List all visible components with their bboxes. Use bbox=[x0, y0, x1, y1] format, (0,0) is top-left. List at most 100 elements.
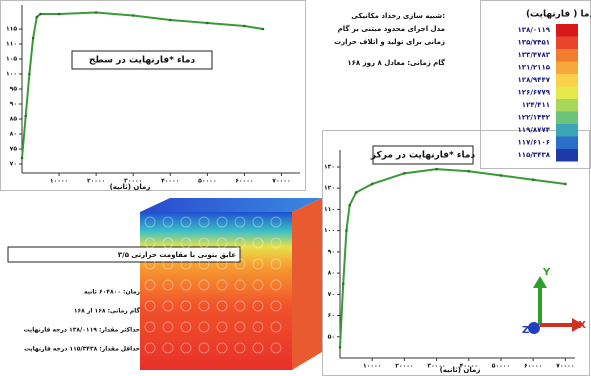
legend-label: ۱۲۴/۴۱۱ bbox=[522, 101, 550, 109]
data-point bbox=[435, 168, 438, 171]
y-tick-label: ۵۰ bbox=[328, 333, 335, 340]
annotation: عایق بتونی با مقاومت حرارتی ۳/۵ bbox=[118, 251, 236, 259]
y-tick-label: ۸۰ bbox=[328, 270, 335, 277]
y-tick-label: ۱۰۰ bbox=[6, 71, 17, 78]
y-tick-label: ۱۳۰ bbox=[324, 163, 335, 170]
chart-title: دماء *فارنهایت در مرکز bbox=[370, 151, 476, 161]
y-tick-label: ۱۰۰ bbox=[324, 227, 335, 234]
data-point bbox=[243, 25, 246, 28]
data-point bbox=[28, 73, 31, 76]
y-tick-label: ۸۰ bbox=[10, 131, 17, 138]
data-point bbox=[36, 16, 39, 19]
data-point bbox=[95, 11, 98, 14]
y-tick-label: ۹۰ bbox=[10, 101, 17, 108]
axis-y-label: Y bbox=[542, 267, 551, 278]
legend-label: ۱۳۵/۷۴۵۱ bbox=[518, 39, 550, 47]
x-axis-label: زمان (ثانیه) bbox=[110, 183, 151, 191]
x-axis-label: زمان (ثانیه) bbox=[440, 366, 481, 374]
legend-label: ۱۲۲/۱۴۴۲ bbox=[518, 114, 551, 122]
data-point bbox=[348, 204, 351, 207]
y-tick-label: ۱۰۵ bbox=[6, 56, 17, 63]
data-point bbox=[58, 13, 61, 16]
legend-swatch bbox=[556, 37, 578, 50]
data-point bbox=[345, 229, 348, 232]
x-tick-label: ۲۰۰۰۰ bbox=[395, 363, 413, 370]
legend-swatch bbox=[556, 99, 578, 112]
y-tick-label: ۸۵ bbox=[10, 116, 18, 123]
data-point bbox=[564, 183, 567, 186]
x-tick-label: ۲۰۰۰۰ bbox=[87, 178, 105, 185]
data-point bbox=[339, 346, 342, 349]
legend-swatch bbox=[556, 124, 578, 137]
data-point bbox=[21, 157, 24, 160]
x-tick-label: ۷۰۰۰۰ bbox=[272, 178, 290, 185]
x-tick-label: ۱۰۰۰۰ bbox=[50, 178, 68, 185]
y-tick-label: ۷۰ bbox=[328, 291, 335, 298]
legend-label: ۱۱۵/۳۴۳۸ bbox=[518, 151, 551, 159]
y-tick-label: ۹۰ bbox=[328, 248, 335, 255]
legend-swatch bbox=[556, 74, 578, 87]
block-info: حداکثر مقدار: ۱۳۸/۰۱۱۹ درجه فارنهایت bbox=[24, 327, 140, 334]
data-point bbox=[262, 28, 265, 31]
x-tick-label: ۱۰۰۰۰ bbox=[363, 363, 381, 370]
y-tick-label: ۶۰ bbox=[328, 312, 335, 319]
block-info: حداقل مقدار: ۱۱۵/۳۴۳۸ درجه فارنهایت bbox=[24, 346, 140, 353]
legend-label: ۱۱۷/۶۱۰۶ bbox=[518, 139, 550, 147]
data-line bbox=[340, 169, 565, 347]
info-line: مدل اجرای محدود مبتنی بر گام bbox=[338, 24, 445, 33]
screenshot: عایق بتونی با مقاومت حرارتی ۳/۵ Y X Z شب… bbox=[0, 0, 591, 376]
legend-label: ۱۲۸/۹۴۴۷ bbox=[518, 76, 551, 84]
legend-swatch bbox=[556, 149, 578, 162]
block-side bbox=[292, 198, 322, 370]
y-tick-label: ۱۱۰ bbox=[6, 41, 17, 48]
chart-title: دماء *فارنهایت در سطح bbox=[89, 56, 196, 66]
data-point bbox=[500, 174, 503, 177]
x-tick-label: ۵۰۰۰۰ bbox=[198, 178, 216, 185]
legend-swatch bbox=[556, 87, 578, 100]
legend-label: ۱۱۹/۸۷۷۴ bbox=[518, 126, 551, 134]
x-tick-label: ۷۰۰۰۰ bbox=[556, 363, 574, 370]
y-tick-label: ۷۵ bbox=[10, 146, 18, 153]
y-tick-label: ۷۰ bbox=[10, 161, 17, 168]
legend-swatch bbox=[556, 137, 578, 150]
data-point bbox=[132, 14, 135, 17]
y-tick-label: ۱۲۰ bbox=[324, 185, 335, 192]
legend-title: دما ( فارنهایت) bbox=[526, 10, 591, 20]
info-line: شبیه سازی رخداد مکانیکی: bbox=[351, 12, 445, 20]
data-point bbox=[532, 178, 535, 181]
data-line bbox=[22, 13, 263, 159]
x-tick-label: ۴۰۰۰۰ bbox=[161, 178, 179, 185]
legend-swatch bbox=[556, 112, 578, 125]
data-point bbox=[206, 22, 209, 25]
block-3d bbox=[140, 198, 322, 370]
data-point bbox=[24, 115, 27, 118]
y-tick-label: ۹۵ bbox=[10, 86, 18, 93]
axis-x-label: X bbox=[578, 320, 586, 331]
data-point bbox=[32, 37, 35, 40]
x-tick-label: ۶۰۰۰۰ bbox=[524, 363, 542, 370]
legend-swatch bbox=[556, 49, 578, 62]
block-info: زمان: ۶۰۴۸۰۰ ثانیه bbox=[84, 289, 140, 296]
block-info: گام زمانی: ۱۶۸ از ۱۶۸ bbox=[74, 307, 141, 315]
data-point bbox=[169, 19, 172, 22]
x-tick-label: ۵۰۰۰۰ bbox=[492, 363, 510, 370]
data-point bbox=[39, 13, 42, 16]
x-tick-label: ۶۰۰۰۰ bbox=[235, 178, 253, 185]
legend-label: ۱۳۱/۲۱۱۵ bbox=[518, 64, 551, 72]
data-point bbox=[342, 282, 345, 285]
legend-label: ۱۲۶/۶۷۷۹ bbox=[518, 89, 551, 97]
info-line: زمانی برای تولید و اتلاف حرارت bbox=[334, 38, 445, 46]
legend-swatch bbox=[556, 24, 578, 37]
y-tick-label: ۱۱۰ bbox=[324, 206, 335, 213]
block-top bbox=[140, 198, 322, 212]
info-line: ۱۶۸ گام زمانی: معادل ۸ روز bbox=[347, 58, 446, 67]
legend-label: ۱۳۸/۰۱۱۹ bbox=[518, 26, 551, 34]
data-point bbox=[403, 172, 406, 175]
y-tick-label: ۱۱۵ bbox=[6, 26, 17, 33]
axis-triad bbox=[528, 276, 584, 334]
bottom-panel bbox=[323, 131, 590, 376]
legend-label: ۱۳۳/۴۷۸۳ bbox=[518, 51, 551, 59]
data-point bbox=[371, 183, 374, 186]
legend-swatch bbox=[556, 62, 578, 75]
axis-z-label: Z bbox=[522, 325, 529, 336]
